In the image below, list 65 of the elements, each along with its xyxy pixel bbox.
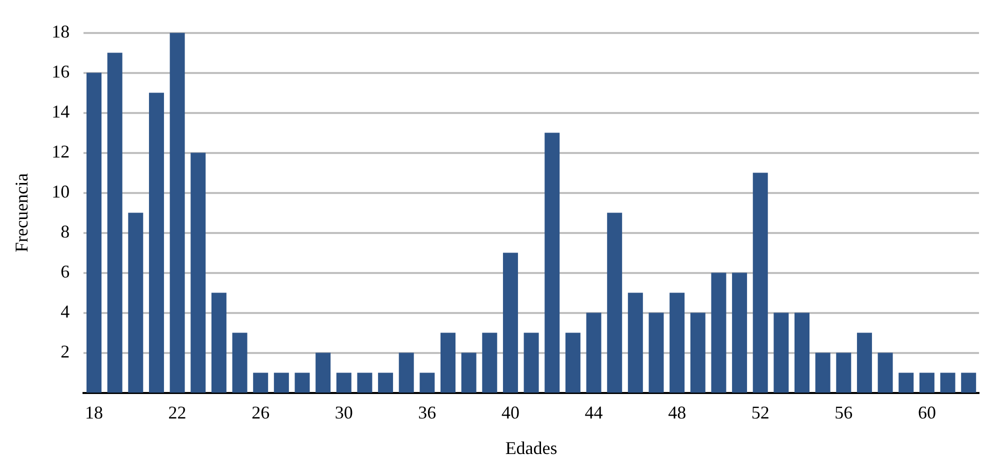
- x-axis-title: Edades: [505, 438, 558, 458]
- bar: [628, 292, 643, 393]
- bar: [711, 272, 726, 393]
- x-tick-label: 36: [418, 402, 436, 422]
- bar: [316, 352, 331, 393]
- bar: [524, 332, 539, 393]
- x-tick-label: 40: [501, 402, 520, 422]
- x-tick-label: 18: [85, 402, 104, 422]
- y-tick-label: 6: [60, 262, 70, 282]
- bar: [378, 372, 394, 393]
- bar: [86, 72, 102, 393]
- bar: [586, 312, 602, 393]
- bar: [148, 92, 164, 393]
- bar: [898, 372, 914, 393]
- bar: [774, 312, 789, 393]
- x-tick-label: 52: [751, 402, 770, 422]
- bar: [253, 372, 268, 393]
- bar: [815, 352, 830, 393]
- bar: [336, 372, 352, 393]
- bar: [856, 332, 872, 393]
- x-tick-label: 26: [252, 402, 270, 422]
- bar: [420, 372, 435, 393]
- bar: [502, 252, 518, 393]
- bar: [878, 352, 893, 393]
- bar: [190, 152, 206, 393]
- bar: [440, 332, 456, 393]
- bar: [648, 312, 664, 393]
- bar: [732, 272, 748, 393]
- y-axis-title: Frecuencia: [12, 173, 32, 252]
- y-tick-label: 14: [52, 102, 70, 122]
- y-tick-label: 16: [52, 62, 70, 82]
- bar: [211, 292, 226, 393]
- bar: [274, 372, 289, 393]
- bar: [961, 372, 976, 393]
- x-tick-label: 48: [668, 402, 686, 422]
- x-tick-label: 44: [584, 402, 603, 422]
- bar: [690, 312, 706, 393]
- y-tick-label: 4: [60, 302, 70, 322]
- bar: [565, 332, 580, 393]
- bar: [544, 132, 560, 393]
- bar: [607, 212, 622, 393]
- bar: [940, 372, 956, 393]
- bar: [752, 172, 768, 393]
- bar: [398, 352, 414, 393]
- y-tick-label: 18: [52, 22, 70, 42]
- bar: [107, 52, 122, 393]
- y-tick-label: 8: [60, 222, 70, 242]
- bar: [794, 312, 810, 393]
- x-tick-label: 22: [168, 402, 186, 422]
- bar: [836, 352, 852, 393]
- x-tick-label: 60: [918, 402, 936, 422]
- bar: [294, 372, 310, 393]
- bar: [357, 372, 372, 393]
- y-tick-label: 10: [52, 182, 70, 202]
- bar: [128, 212, 144, 393]
- bar: [461, 352, 476, 393]
- y-tick-label: 2: [60, 342, 70, 362]
- bar: [170, 32, 185, 393]
- bar: [482, 332, 498, 393]
- bar: [919, 372, 934, 393]
- x-tick-label: 56: [834, 402, 853, 422]
- x-tick-label: 30: [334, 402, 353, 422]
- bar: [232, 332, 248, 393]
- bar: [670, 292, 685, 393]
- y-tick-label: 12: [52, 142, 70, 162]
